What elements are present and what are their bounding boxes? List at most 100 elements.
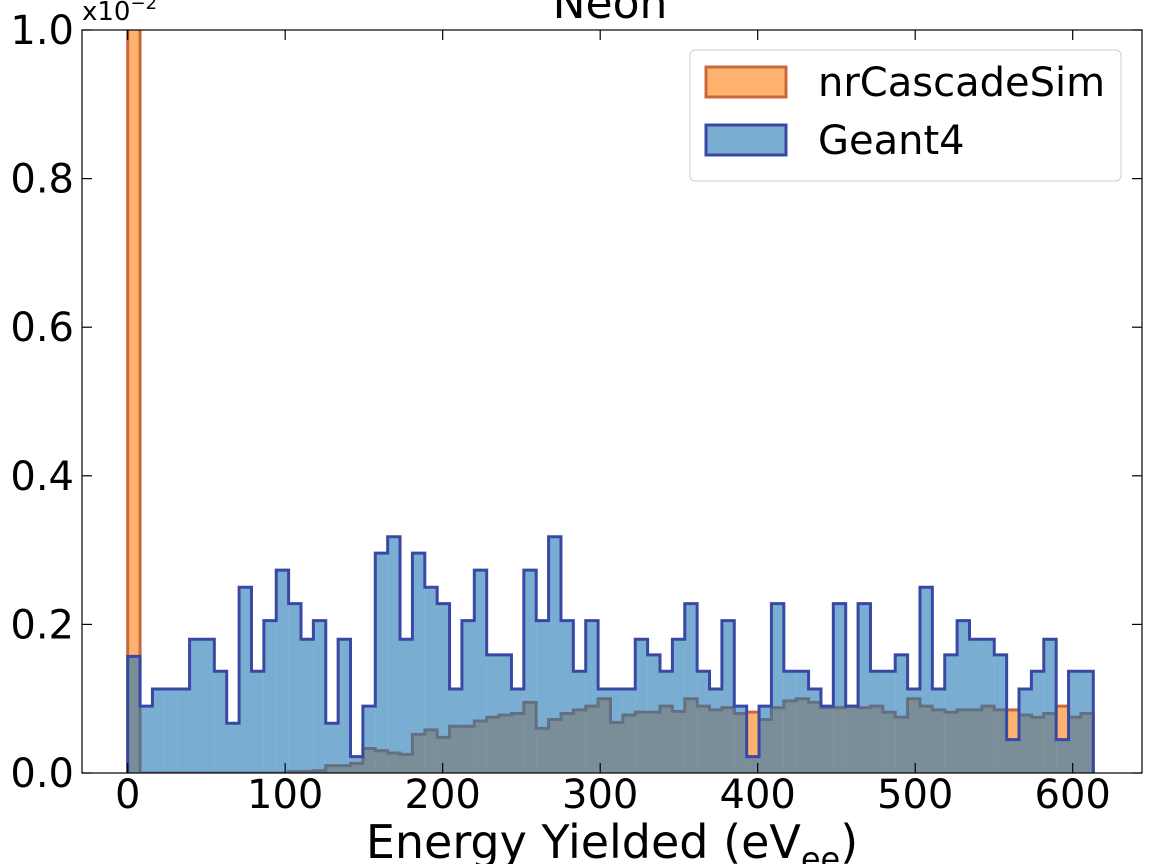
histogram-bar: [523, 570, 537, 773]
legend: nrCascadeSim Geant4: [689, 49, 1122, 182]
histogram-bar: [375, 553, 388, 773]
x-tick-label: 100: [247, 772, 323, 818]
histogram-bar: [1080, 671, 1094, 773]
histogram-bar: [858, 603, 871, 773]
histogram-bar: [486, 654, 500, 773]
histogram-bar: [783, 671, 797, 773]
histogram-bar: [598, 689, 611, 773]
histogram-bar: [461, 620, 475, 773]
histogram-bar: [288, 603, 301, 773]
histogram-bar: [499, 654, 512, 773]
histogram-bar: [635, 639, 648, 773]
histogram-bar: [845, 706, 859, 773]
axes-frame: [81, 29, 1143, 774]
x-tick-label: 0: [115, 772, 140, 818]
histogram-bar: [437, 603, 450, 773]
legend-swatch: [704, 65, 788, 99]
histogram-bar: [127, 656, 141, 773]
histogram-bar: [511, 689, 524, 773]
y-tick-label: 0.4: [10, 454, 74, 500]
x-tick-label: 200: [405, 772, 481, 818]
histogram-bar: [573, 671, 586, 773]
histogram-bar: [152, 689, 165, 773]
histogram-bar: [164, 689, 178, 773]
histogram-bar: [610, 689, 623, 773]
x-axis-label: Energy Yielded (eVee): [366, 815, 858, 864]
histogram-bar: [870, 671, 883, 773]
histogram-bar: [474, 570, 487, 773]
histogram-bar: [325, 723, 339, 773]
histogram-bar: [660, 671, 673, 773]
x-label-main: Energy Yielded (eV: [366, 815, 802, 864]
y-tick-label: 1.0: [10, 8, 74, 54]
x-tick-label: 300: [562, 772, 638, 818]
histogram-bar: [338, 639, 351, 773]
histogram-bar: [177, 689, 190, 773]
histogram-bar: [833, 603, 846, 773]
y-offset-label: x10−2: [82, 0, 157, 27]
histogram-bar: [263, 620, 277, 773]
histogram-bar: [796, 671, 809, 773]
histogram-bar: [201, 639, 215, 773]
x-label-end: ): [840, 815, 858, 864]
y-tick-label: 0.6: [10, 305, 74, 351]
y-tick-label: 0.0: [10, 751, 74, 797]
y-tick-label: 0.2: [10, 602, 74, 648]
histogram-bar: [548, 536, 561, 773]
histogram-bar: [882, 671, 896, 773]
histogram-bar: [647, 654, 661, 773]
histogram-bar: [300, 639, 314, 773]
histogram-bar: [560, 620, 574, 773]
histogram-bar: [1019, 689, 1032, 773]
histogram-bar: [907, 689, 920, 773]
histogram-bar: [919, 587, 933, 773]
histogram-bar: [140, 706, 153, 773]
histogram-bar: [1043, 639, 1057, 773]
histogram-bar: [994, 654, 1007, 773]
y-tick-label: 0.8: [10, 157, 74, 203]
histogram-bar: [214, 671, 227, 773]
histogram-bar: [1031, 671, 1044, 773]
histogram-bar: [721, 620, 735, 773]
histogram-bar: [684, 603, 698, 773]
histogram-bar: [969, 639, 982, 773]
plot-area: [126, 30, 1095, 773]
histogram-bar: [1068, 671, 1081, 773]
y-offset-base: x10: [82, 0, 130, 27]
histogram-bar: [313, 620, 326, 773]
histogram-bar: [1006, 739, 1020, 773]
histogram-bar: [449, 689, 462, 773]
x-tick-label: 600: [1035, 772, 1111, 818]
histogram-bar: [697, 671, 710, 773]
histogram-bar: [362, 706, 376, 773]
histogram-bar: [387, 536, 401, 773]
histogram-bar: [189, 639, 202, 773]
histogram-bar: [709, 689, 722, 773]
histogram-bar: [746, 756, 760, 773]
histogram-bar: [895, 654, 908, 773]
legend-swatch: [704, 123, 788, 157]
legend-box: [689, 49, 1122, 182]
histogram-bar: [820, 706, 834, 773]
histogram-bar: [622, 689, 636, 773]
legend-label: Geant4: [818, 118, 965, 164]
histogram-bar: [412, 553, 425, 773]
histogram-bar: [944, 654, 958, 773]
histogram-bar: [350, 756, 363, 773]
histogram-bar: [226, 723, 240, 773]
histogram-bar: [127, 30, 141, 773]
chart-title: Neon: [553, 0, 668, 29]
histogram-bar: [957, 620, 970, 773]
histogram-bar: [1056, 739, 1069, 773]
histogram-bar: [759, 706, 772, 773]
histogram-bar: [239, 587, 252, 773]
x-tick-label: 400: [720, 772, 796, 818]
histogram-bar: [251, 671, 264, 773]
histogram-bar: [981, 639, 995, 773]
histogram-bar: [771, 603, 784, 773]
histogram-bar: [585, 620, 599, 773]
histogram-bar: [672, 639, 685, 773]
legend-label: nrCascadeSim: [818, 60, 1105, 106]
y-offset-exponent: −2: [130, 0, 157, 14]
